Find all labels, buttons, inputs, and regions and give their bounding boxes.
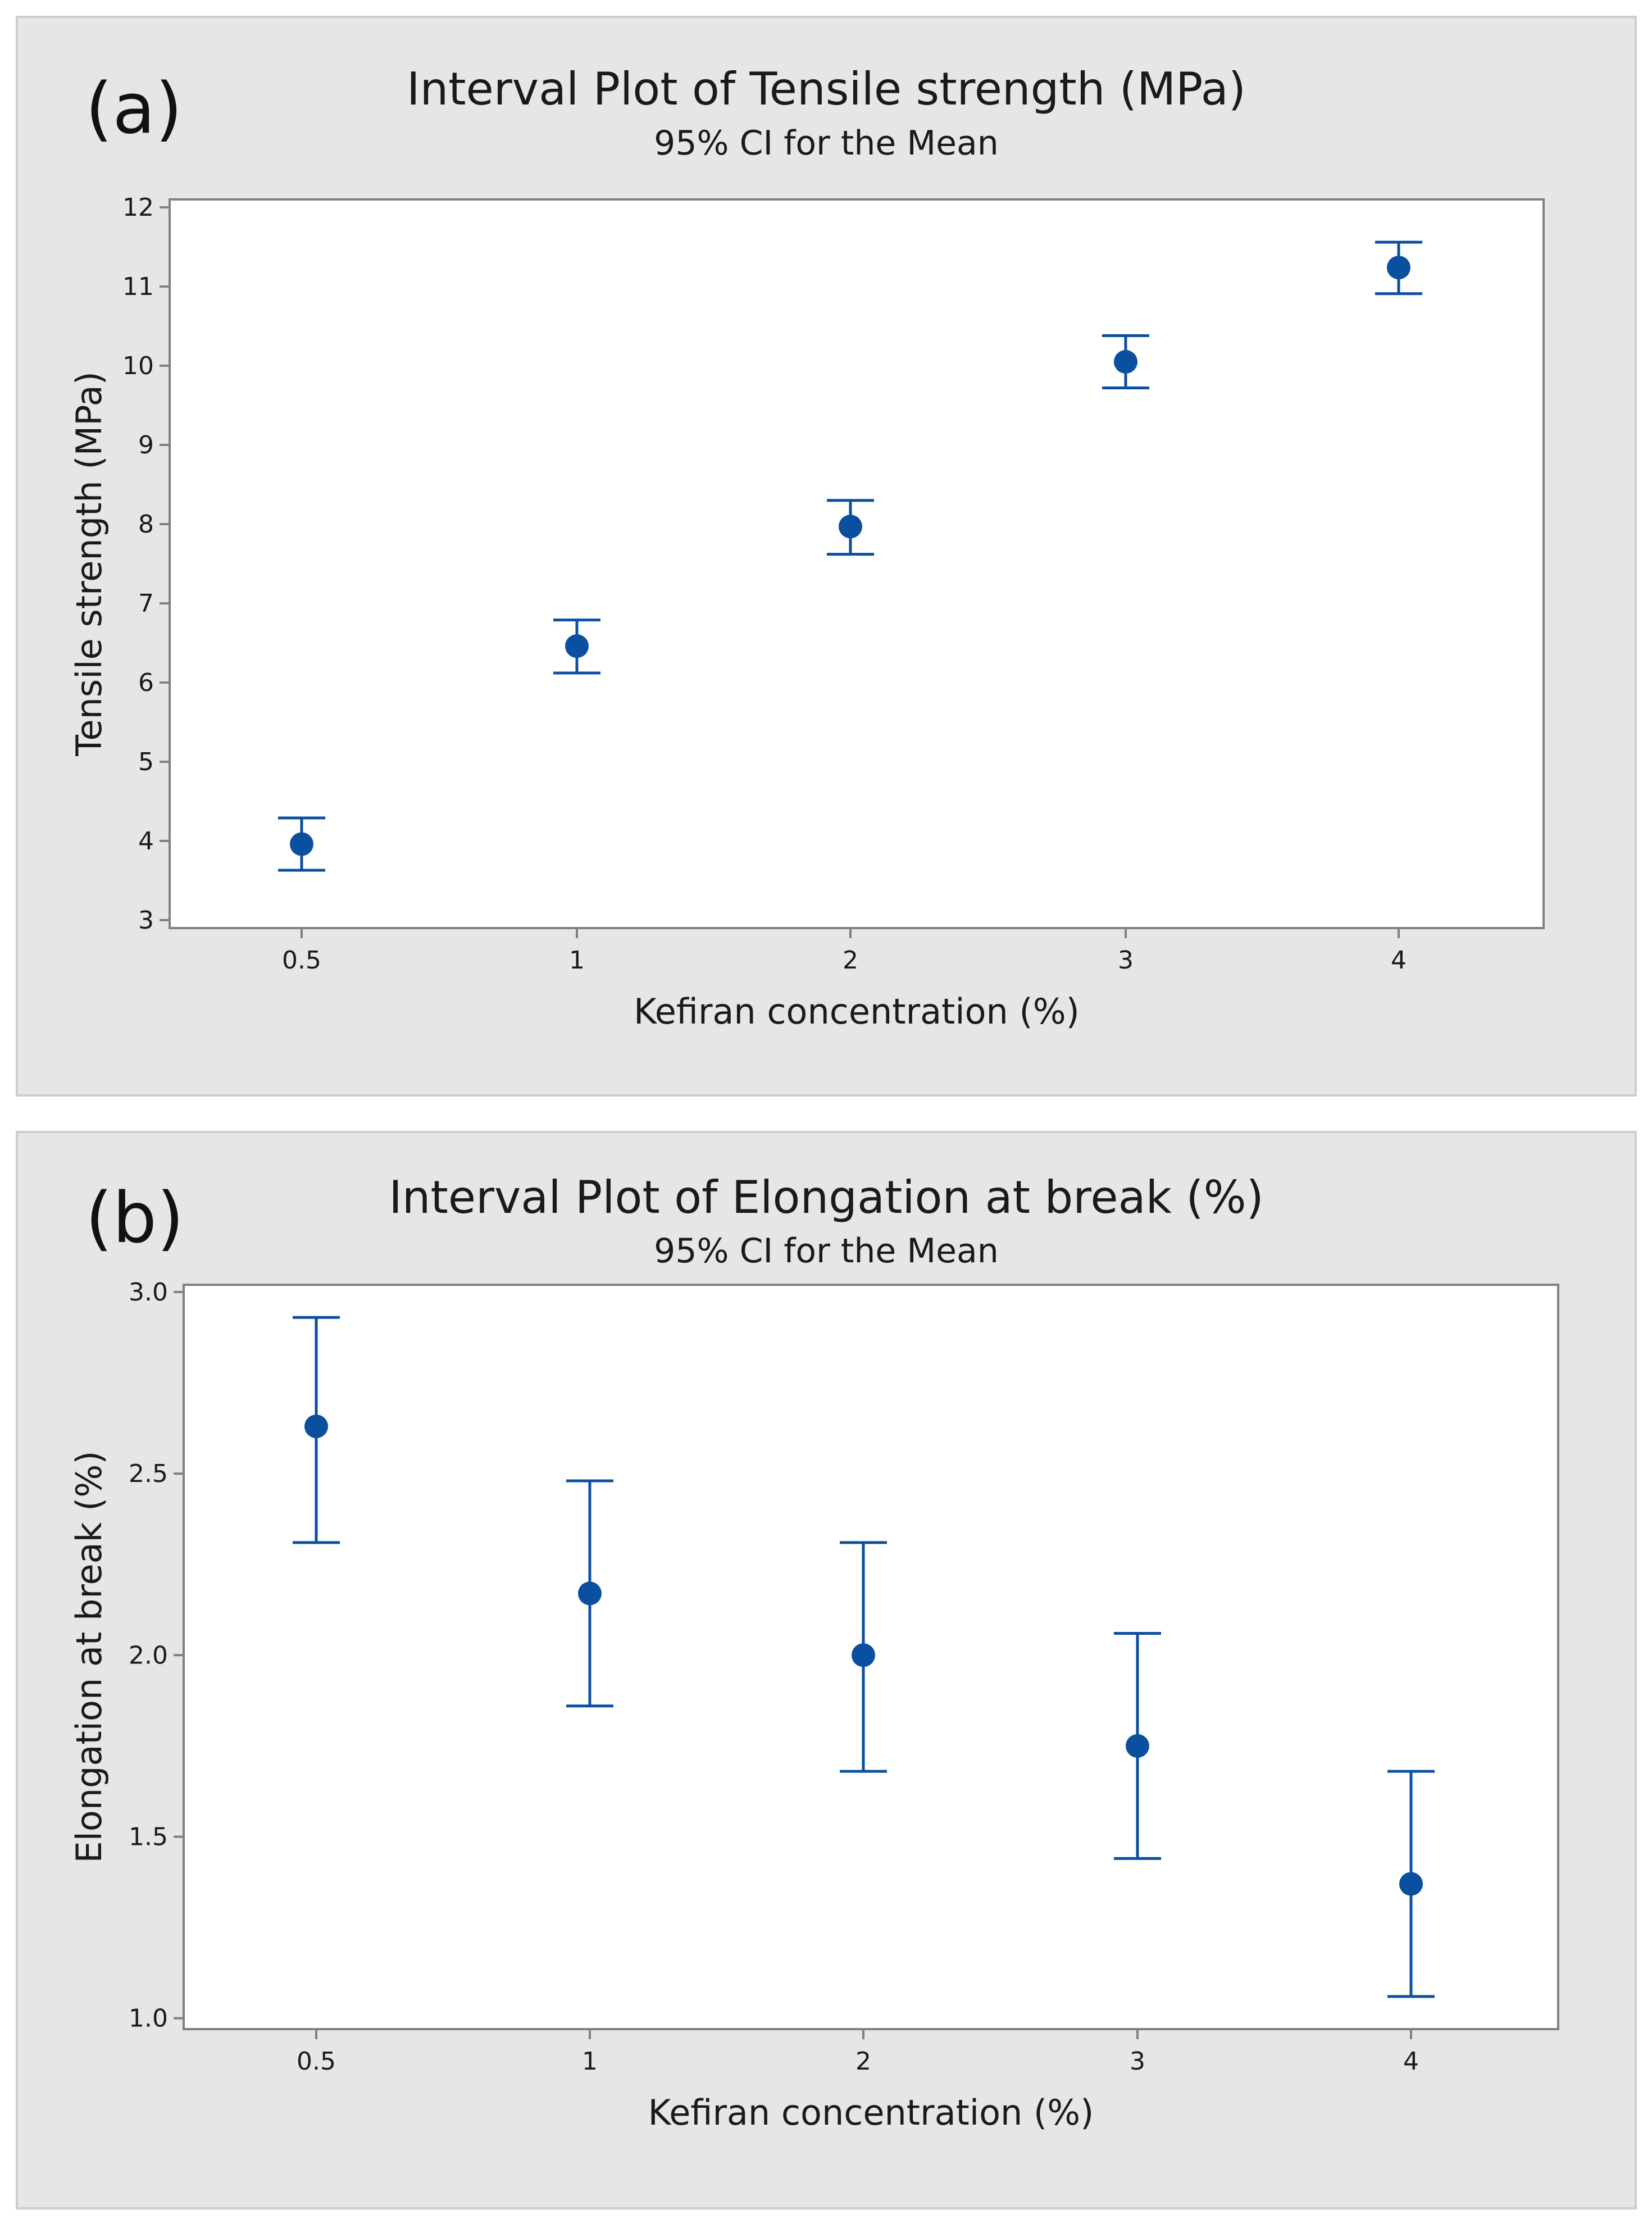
x-tick-label: 3 (1130, 2047, 1145, 2076)
panel-label-a: (a) (85, 69, 183, 149)
y-tick-label: 7 (138, 589, 154, 618)
y-axis-title: Tensile strength (MPa) (69, 371, 110, 757)
x-tick-label: 4 (1403, 2047, 1419, 2076)
y-tick-label: 6 (138, 669, 154, 697)
mean-point (304, 1415, 328, 1439)
panel-a: (a) Interval Plot of Tensile strength (M… (16, 16, 1637, 1097)
mean-point (839, 515, 862, 539)
y-axis-title: Elongation at break (%) (69, 1451, 110, 1863)
x-tick-label: 1 (582, 2047, 598, 2076)
y-tick-label: 3.0 (129, 1278, 168, 1307)
y-tick-label: 11 (122, 272, 154, 301)
chart-title-b: Interval Plot of Elongation at break (%) (389, 1171, 1264, 1224)
mean-point (1399, 1872, 1423, 1896)
y-tick-label: 2.0 (129, 1641, 168, 1670)
y-tick-label: 5 (138, 748, 154, 776)
y-tick-label: 1.0 (129, 2004, 168, 2033)
mean-point (578, 1581, 602, 1606)
y-tick-label: 2.5 (129, 1459, 168, 1488)
y-tick-label: 9 (138, 431, 154, 460)
mean-point (565, 634, 589, 658)
x-tick-label: 2 (843, 946, 858, 975)
chart-subtitle-a: 95% CI for the Mean (654, 124, 999, 163)
x-tick-label: 4 (1391, 946, 1407, 975)
mean-point (1126, 1734, 1149, 1758)
interval-plot-b: 1.0 1.5 2.0 2.5 3.0 0.5 1 2 3 4 Kefiran concentrat… (69, 1278, 1559, 2133)
plot-area (169, 198, 1545, 929)
x-tick-label: 3 (1118, 946, 1134, 975)
chart-title-a: Interval Plot of Tensile strength (MPa) (406, 63, 1246, 115)
y-tick-label: 8 (138, 510, 154, 539)
x-tick-label: 0.5 (297, 2047, 336, 2076)
mean-point (852, 1643, 875, 1667)
mean-point (290, 832, 313, 856)
chart-subtitle-b: 95% CI for the Mean (654, 1231, 999, 1271)
panel-b: (b) Interval Plot of Elongation at break… (16, 1131, 1637, 2209)
x-axis-title: Kefiran concentration (%) (648, 2092, 1094, 2133)
y-tick-label: 10 (122, 352, 154, 380)
x-tick-label: 1 (569, 946, 585, 975)
x-tick-label: 2 (855, 2047, 871, 2076)
mean-point (1387, 256, 1410, 280)
y-tick-label: 3 (138, 906, 154, 935)
y-tick-label: 1.5 (129, 1822, 168, 1851)
x-tick-label: 0.5 (282, 946, 321, 975)
mean-point (1114, 350, 1137, 374)
panel-label-b: (b) (85, 1178, 184, 1259)
y-tick-label: 4 (138, 827, 154, 856)
x-axis-title: Kefiran concentration (%) (634, 991, 1080, 1032)
y-tick-label: 12 (122, 193, 154, 222)
